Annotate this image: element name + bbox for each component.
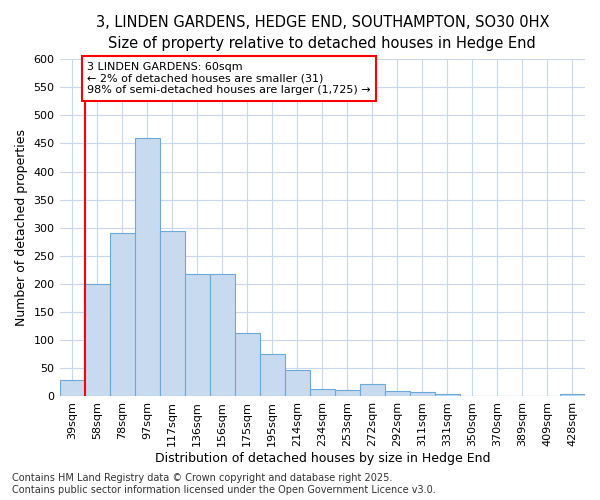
Bar: [560, 394, 585, 396]
Bar: [134, 138, 160, 396]
Bar: [385, 391, 410, 396]
Text: 3 LINDEN GARDENS: 60sqm
← 2% of detached houses are smaller (31)
98% of semi-det: 3 LINDEN GARDENS: 60sqm ← 2% of detached…: [87, 62, 371, 95]
Bar: [185, 274, 209, 396]
Bar: [310, 388, 335, 396]
Bar: [335, 390, 360, 396]
Bar: [260, 354, 285, 397]
Bar: [110, 234, 134, 396]
Title: 3, LINDEN GARDENS, HEDGE END, SOUTHAMPTON, SO30 0HX
Size of property relative to: 3, LINDEN GARDENS, HEDGE END, SOUTHAMPTO…: [95, 15, 549, 51]
Text: Contains HM Land Registry data © Crown copyright and database right 2025.
Contai: Contains HM Land Registry data © Crown c…: [12, 474, 436, 495]
Bar: [209, 274, 235, 396]
Bar: [160, 230, 185, 396]
Bar: [59, 380, 85, 396]
Y-axis label: Number of detached properties: Number of detached properties: [15, 130, 28, 326]
Bar: [410, 392, 435, 396]
Bar: [285, 370, 310, 396]
Bar: [360, 384, 385, 396]
Bar: [85, 284, 110, 397]
Bar: [435, 394, 460, 396]
X-axis label: Distribution of detached houses by size in Hedge End: Distribution of detached houses by size …: [155, 452, 490, 465]
Bar: [235, 334, 260, 396]
